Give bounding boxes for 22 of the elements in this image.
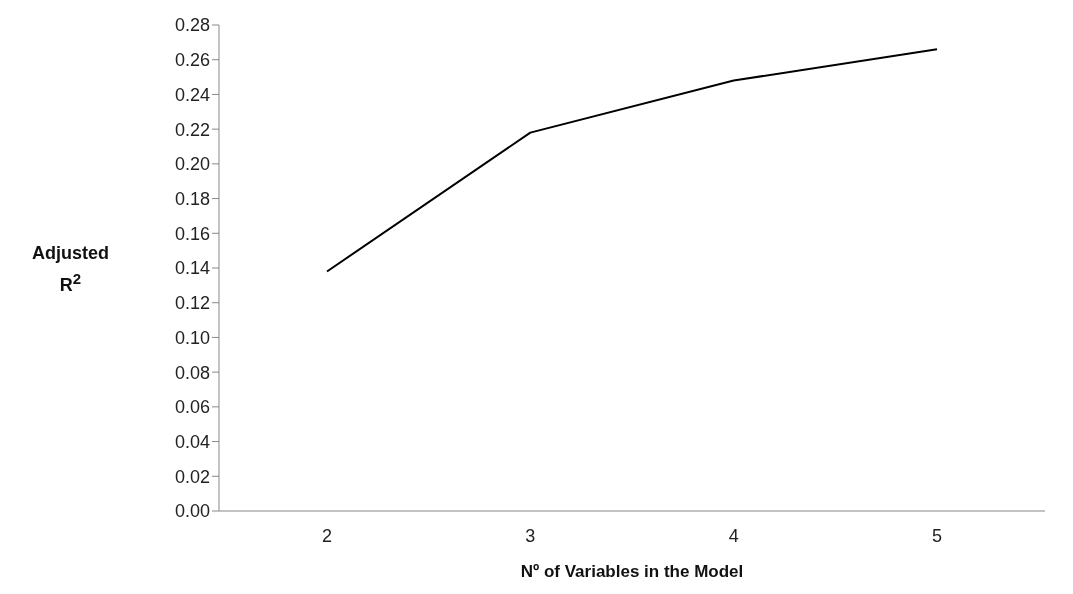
y-tick-label: 0.10 — [174, 327, 210, 348]
y-tick-label: 0.04 — [174, 431, 210, 452]
y-tick-label: 0.18 — [174, 188, 210, 209]
y-tick-label: 0.02 — [174, 466, 210, 487]
y-tick-label: 0.26 — [174, 50, 210, 71]
x-tick-label: 5 — [931, 525, 943, 546]
y-tick-label: 0.20 — [174, 154, 210, 175]
line-series — [326, 48, 938, 273]
y-axis-title: Adjusted R$^{2}$ — [31, 242, 110, 297]
y-tick-label: 0.16 — [174, 223, 210, 244]
y-tick-label: 0.08 — [174, 362, 210, 383]
y-tick-label: 0.12 — [174, 293, 210, 314]
x-tick-label: 2 — [321, 525, 333, 546]
y-tick-label: 0.14 — [174, 258, 210, 279]
x-tick-label: 4 — [728, 525, 739, 546]
x-axis-title: Nº of Variables in the Model — [520, 562, 744, 581]
x-tick-label: 3 — [525, 525, 536, 546]
y-tick-label: 0.22 — [174, 119, 210, 140]
y-tick-label: 0.06 — [174, 397, 210, 418]
y-tick-label: 0.24 — [174, 84, 210, 105]
y-tick-label: 0.28 — [174, 15, 210, 36]
y-tick-label: 0.00 — [174, 501, 210, 522]
